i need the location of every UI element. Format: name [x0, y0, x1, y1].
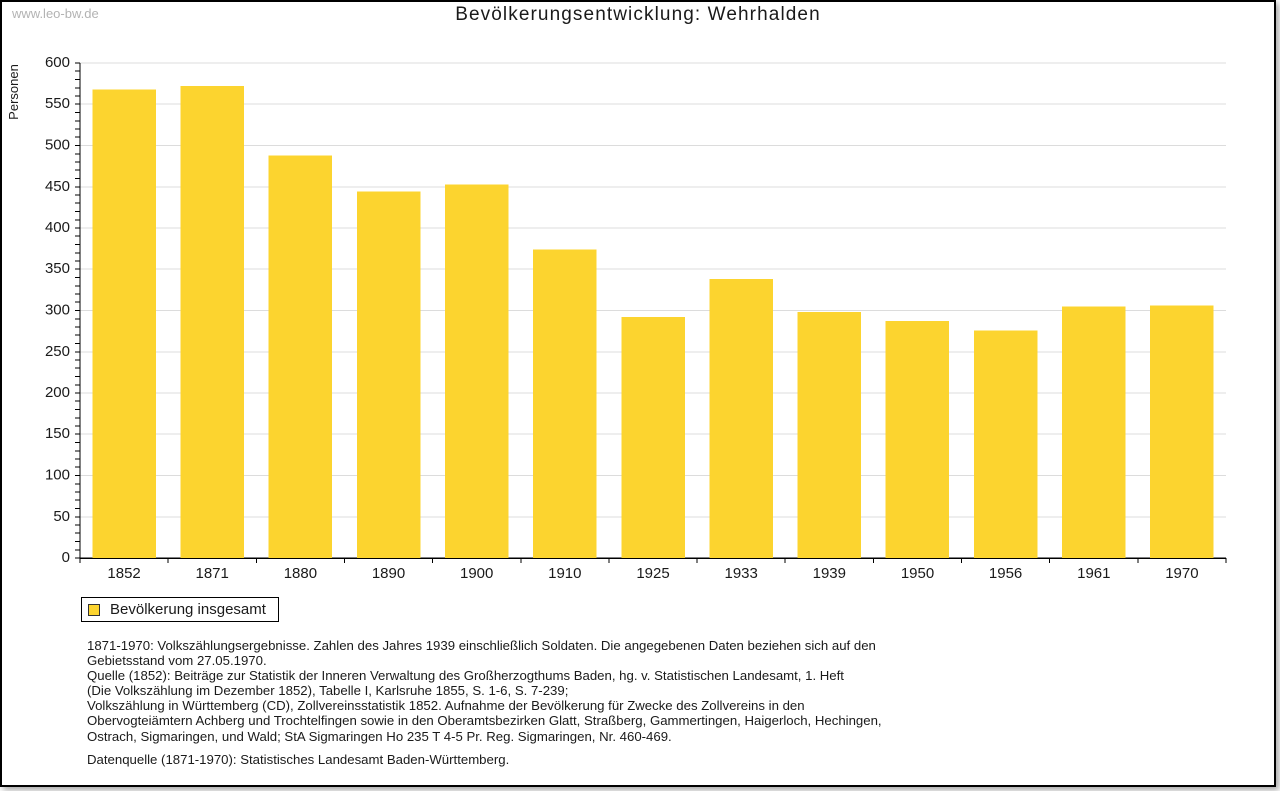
svg-text:1900: 1900 — [460, 565, 493, 582]
svg-text:1925: 1925 — [636, 565, 669, 582]
svg-text:1939: 1939 — [813, 565, 846, 582]
svg-text:100: 100 — [45, 467, 70, 484]
svg-text:600: 600 — [45, 54, 70, 71]
svg-text:500: 500 — [45, 137, 70, 154]
svg-text:350: 350 — [45, 260, 70, 277]
svg-text:1961: 1961 — [1077, 565, 1110, 582]
svg-text:50: 50 — [53, 508, 70, 525]
svg-text:1970: 1970 — [1165, 565, 1198, 582]
svg-text:250: 250 — [45, 343, 70, 360]
svg-text:1933: 1933 — [725, 565, 758, 582]
svg-text:200: 200 — [45, 384, 70, 401]
svg-text:300: 300 — [45, 302, 70, 319]
svg-text:550: 550 — [45, 95, 70, 112]
svg-text:150: 150 — [45, 425, 70, 442]
svg-text:400: 400 — [45, 219, 70, 236]
svg-text:1956: 1956 — [989, 565, 1022, 582]
svg-text:1890: 1890 — [372, 565, 405, 582]
svg-text:0: 0 — [62, 549, 70, 566]
svg-text:1950: 1950 — [901, 565, 934, 582]
svg-text:1910: 1910 — [548, 565, 581, 582]
svg-text:1871: 1871 — [196, 565, 229, 582]
svg-text:1880: 1880 — [284, 565, 317, 582]
svg-text:450: 450 — [45, 178, 70, 195]
svg-text:1852: 1852 — [107, 565, 140, 582]
